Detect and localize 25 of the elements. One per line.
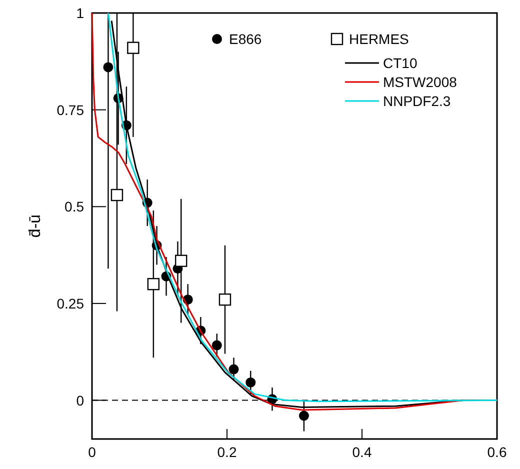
y-axis-title: d̄-ū: [27, 214, 44, 238]
x-tick-label: 0.6: [487, 444, 507, 460]
point: [127, 42, 140, 54]
legend-label: E866: [229, 31, 262, 47]
y-tick-label: 0.75: [56, 102, 84, 118]
x-tick-label: 0.4: [352, 444, 372, 460]
y-tick-label: 0: [76, 392, 84, 408]
x-tick-label: 0.2: [217, 444, 237, 460]
point: [175, 254, 188, 267]
point: [246, 377, 256, 388]
x-tick-label: 0: [88, 444, 96, 460]
point: [228, 364, 239, 374]
point: [298, 410, 309, 421]
y-tick-label: 0.5: [64, 198, 84, 215]
legend-label: MSTW2008: [383, 74, 458, 90]
y-tick-label: 0.25: [56, 295, 84, 312]
point: [212, 340, 222, 350]
legend-label: HERMES: [349, 31, 409, 47]
point: [147, 278, 160, 290]
legend-label: NNPDF2.3: [383, 93, 451, 109]
point: [218, 293, 232, 306]
point: [110, 188, 124, 202]
point: [103, 62, 114, 72]
y-tick-label: 1: [76, 5, 84, 21]
legend-label: CT10: [383, 55, 418, 71]
